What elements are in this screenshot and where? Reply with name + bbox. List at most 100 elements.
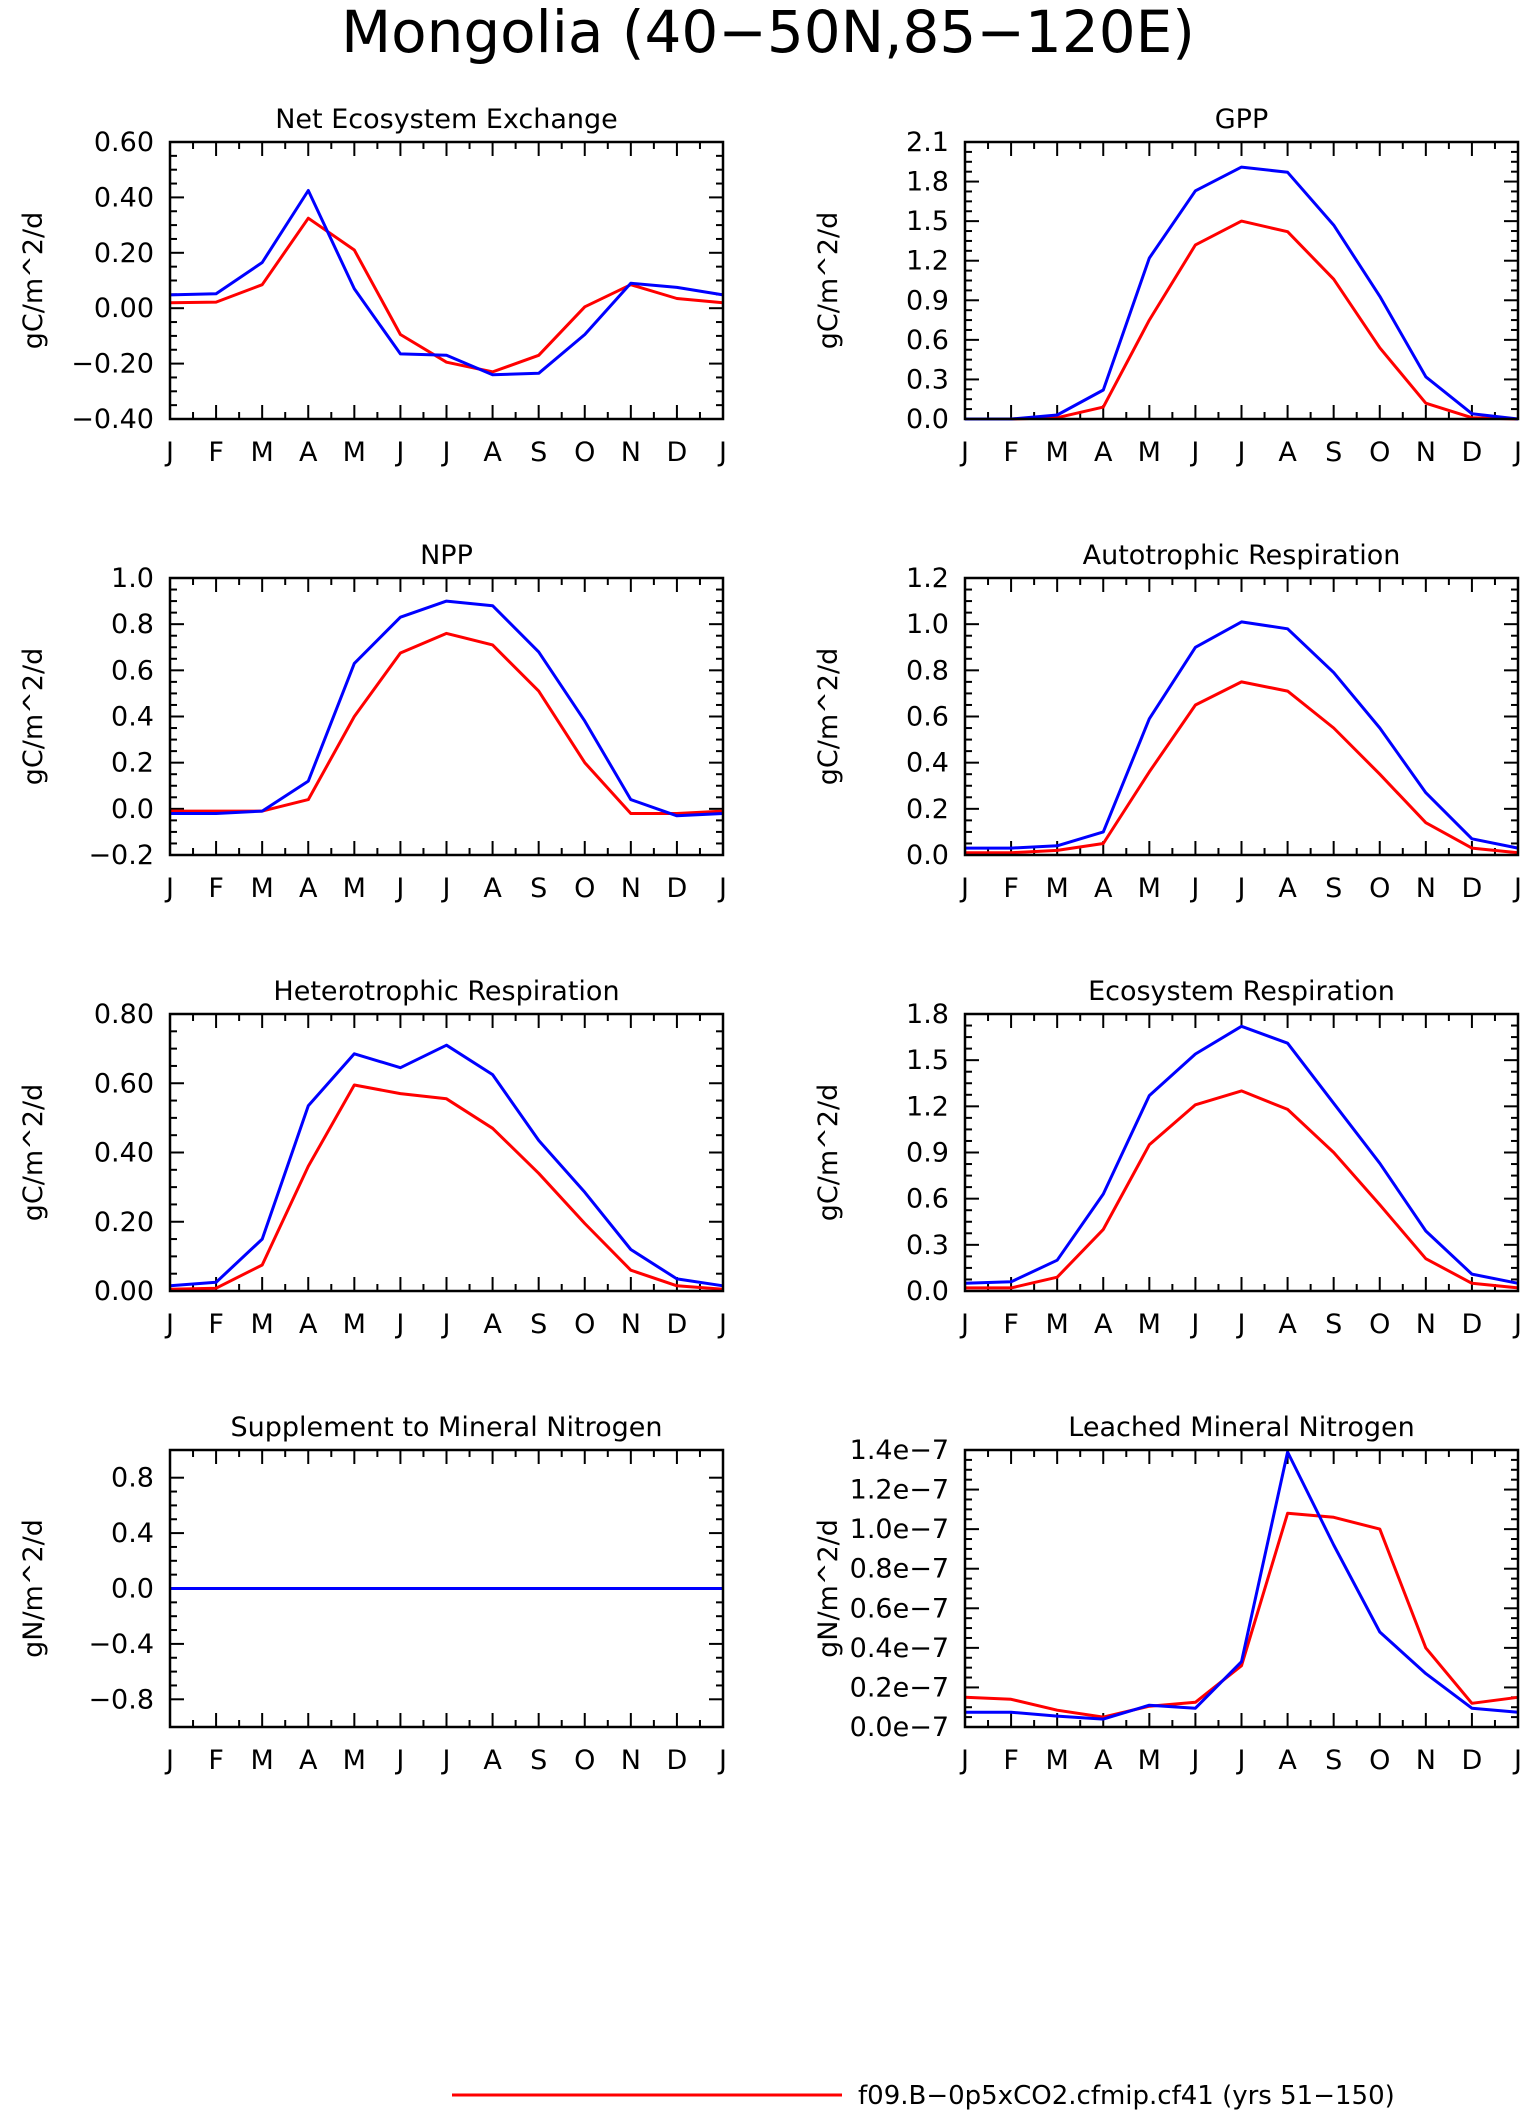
legend: f09.B−0p5xCO2.cfmip.cf41 (yrs 51−150) — [452, 2081, 1395, 2111]
x-tick-label: J — [1512, 437, 1522, 468]
y-tick-label: 0.6 — [906, 325, 949, 356]
y-tick-label: 0.2e−7 — [850, 1672, 949, 1703]
x-tick-label: D — [667, 1309, 688, 1340]
y-tick-label: 0.6 — [906, 1184, 949, 1215]
y-tick-label: 0.40 — [94, 1138, 154, 1169]
x-tick-label: J — [717, 873, 727, 904]
x-tick-label: M — [251, 437, 274, 468]
y-tick-label: 1.2 — [906, 1091, 949, 1122]
plot-frame — [963, 576, 1520, 857]
x-tick-label: O — [1369, 873, 1390, 904]
x-tick-label: J — [164, 873, 174, 904]
x-tick-label: M — [1138, 873, 1161, 904]
x-tick-label: J — [959, 1309, 969, 1340]
x-tick-label: J — [1189, 873, 1199, 904]
y-tick-label: 0.8 — [111, 609, 154, 640]
x-tick-label: F — [1003, 1309, 1019, 1340]
y-tick-label: 0.00 — [94, 293, 154, 324]
plot-frame — [963, 1448, 1520, 1729]
y-tick-label: 0.8 — [906, 655, 949, 686]
y-tick-label: 0.6 — [111, 655, 154, 686]
x-tick-label: D — [1462, 1745, 1483, 1776]
y-tick-label: 0.0 — [111, 794, 154, 825]
chart-panel-7: Supplement to Mineral Nitrogen gN/m^2/d J F… — [18, 1412, 727, 1776]
y-tick-label: −0.4 — [88, 1629, 154, 1660]
x-tick-label: J — [164, 437, 174, 468]
x-tick-label: M — [1046, 1745, 1069, 1776]
x-tick-label: N — [621, 1309, 641, 1340]
y-axis-label: gC/m^2/d — [813, 648, 844, 785]
x-tick-label: J — [441, 1309, 451, 1340]
x-tick-label: J — [1512, 1745, 1522, 1776]
x-tick-label: M — [1046, 1309, 1069, 1340]
x-tick-label: D — [1462, 873, 1483, 904]
x-tick-label: J — [717, 1745, 727, 1776]
x-tick-label: F — [208, 873, 224, 904]
x-tick-label: J — [717, 437, 727, 468]
x-tick-label: A — [1094, 1309, 1113, 1340]
y-tick-label: 0.0 — [906, 840, 949, 871]
x-tick-label: N — [1416, 437, 1436, 468]
y-tick-label: 0.0e−7 — [850, 1712, 949, 1743]
chart-title: GPP — [1215, 104, 1269, 135]
x-tick-label: D — [667, 437, 688, 468]
x-tick-label: J — [717, 1309, 727, 1340]
x-tick-label: J — [1189, 1309, 1199, 1340]
x-tick-label: O — [1369, 1745, 1390, 1776]
x-tick-label: F — [1003, 873, 1019, 904]
series-line-1 — [965, 680, 1519, 855]
y-tick-label: 1.8 — [906, 167, 949, 198]
x-tick-label: S — [530, 1309, 547, 1340]
x-tick-label: D — [1462, 1309, 1483, 1340]
x-tick-label: F — [1003, 437, 1019, 468]
x-tick-label: O — [574, 1309, 595, 1340]
x-tick-label: M — [343, 1745, 366, 1776]
x-tick-label: J — [959, 1745, 969, 1776]
plot-frame — [963, 140, 1520, 421]
plot-frame — [168, 140, 725, 421]
x-tick-label: F — [208, 1309, 224, 1340]
plot-frame — [168, 1012, 725, 1293]
x-tick-label: D — [1462, 437, 1483, 468]
x-tick-label: J — [441, 437, 451, 468]
x-tick-label: J — [394, 437, 404, 468]
y-axis-label: gC/m^2/d — [813, 1084, 844, 1221]
y-tick-label: 1.0e−7 — [850, 1514, 949, 1545]
y-tick-label: 0.60 — [94, 1068, 154, 1099]
y-tick-label: 0.60 — [94, 127, 154, 158]
y-tick-label: 0.9 — [906, 285, 949, 316]
y-tick-label: 0.9 — [906, 1138, 949, 1169]
x-tick-label: A — [483, 437, 502, 468]
y-axis-label: gC/m^2/d — [813, 212, 844, 349]
x-tick-label: S — [1325, 1745, 1342, 1776]
x-tick-label: J — [441, 873, 451, 904]
x-tick-label: M — [1138, 1309, 1161, 1340]
x-tick-label: O — [1369, 437, 1390, 468]
x-tick-label: J — [959, 437, 969, 468]
y-tick-label: 0.2 — [111, 748, 154, 779]
x-tick-label: N — [1416, 873, 1436, 904]
y-tick-label: 0.4 — [111, 1518, 154, 1549]
x-tick-label: S — [1325, 873, 1342, 904]
x-tick-label: M — [1138, 437, 1161, 468]
x-tick-label: M — [251, 1745, 274, 1776]
y-tick-label: 1.5 — [906, 1045, 949, 1076]
x-tick-label: J — [1189, 437, 1199, 468]
y-axis-label: gN/m^2/d — [18, 1519, 49, 1658]
x-tick-label: A — [1094, 873, 1113, 904]
x-tick-label: N — [1416, 1745, 1436, 1776]
x-tick-label: O — [1369, 1309, 1390, 1340]
x-tick-label: J — [1236, 1309, 1246, 1340]
x-tick-label: N — [621, 873, 641, 904]
y-tick-label: −0.8 — [88, 1684, 154, 1715]
y-tick-label: 0.8e−7 — [850, 1554, 949, 1585]
y-tick-label: 0.6e−7 — [850, 1593, 949, 1624]
series-line-1 — [965, 219, 1519, 421]
x-tick-label: M — [1046, 437, 1069, 468]
x-tick-label: J — [441, 1745, 451, 1776]
x-tick-label: J — [959, 873, 969, 904]
y-tick-label: 0.4 — [906, 748, 949, 779]
